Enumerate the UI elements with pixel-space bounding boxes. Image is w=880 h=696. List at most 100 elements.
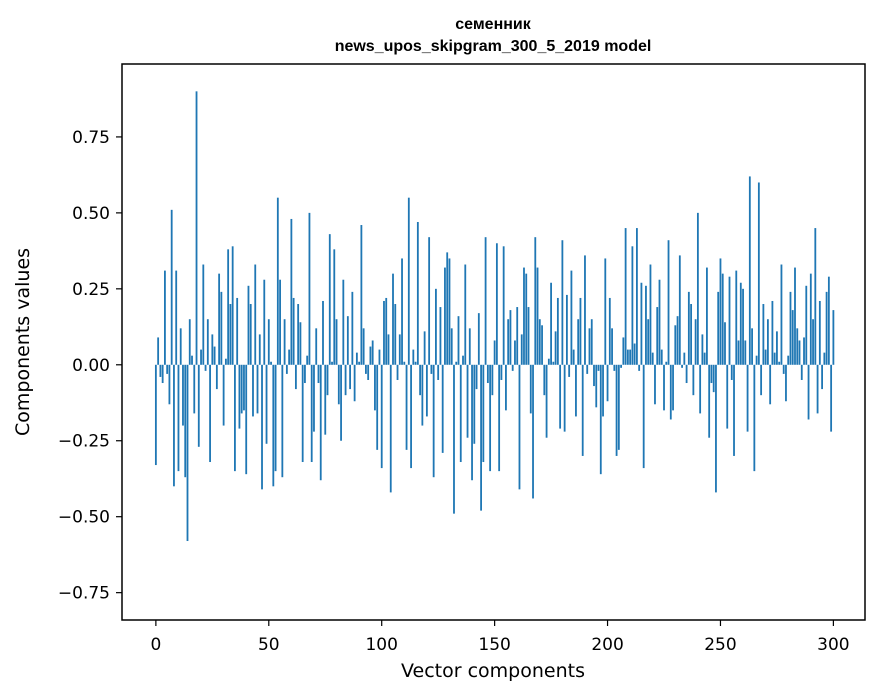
chart-title: семенник bbox=[455, 16, 531, 33]
bar-167 bbox=[532, 364, 534, 499]
bar-285 bbox=[798, 340, 801, 365]
bar-97 bbox=[374, 364, 376, 411]
bar-54 bbox=[276, 197, 279, 365]
bar-140 bbox=[471, 364, 473, 481]
bar-189 bbox=[581, 364, 584, 456]
bar-152 bbox=[498, 364, 501, 472]
bar-165 bbox=[527, 307, 530, 365]
bar-58 bbox=[285, 364, 288, 374]
bar-50 bbox=[267, 319, 270, 365]
bar-159 bbox=[514, 340, 516, 365]
bar-33 bbox=[229, 304, 232, 365]
bar-88 bbox=[353, 364, 356, 402]
bar-250 bbox=[719, 258, 722, 365]
bar-185 bbox=[572, 349, 575, 365]
bar-139 bbox=[468, 328, 471, 365]
bar-245 bbox=[708, 364, 711, 438]
y-tick-label-6: 0.75 bbox=[72, 128, 110, 148]
bar-269 bbox=[762, 304, 765, 365]
bar-222 bbox=[656, 307, 659, 365]
bar-75 bbox=[324, 364, 327, 435]
x-tick-label-100: 100 bbox=[365, 635, 397, 655]
bar-243 bbox=[703, 352, 706, 365]
bar-247 bbox=[712, 364, 715, 393]
bar-93 bbox=[365, 364, 367, 374]
bar-72 bbox=[317, 364, 320, 384]
bar-62 bbox=[294, 364, 297, 390]
bar-208 bbox=[624, 228, 627, 365]
bar-95 bbox=[369, 346, 372, 365]
bar-218 bbox=[647, 319, 650, 365]
bar-132 bbox=[453, 364, 455, 514]
bar-149 bbox=[491, 364, 494, 396]
bar-155 bbox=[505, 364, 507, 411]
bar-162 bbox=[520, 334, 523, 365]
bar-220 bbox=[651, 352, 654, 365]
bar-87 bbox=[351, 291, 354, 365]
bar-190 bbox=[584, 255, 586, 365]
bar-110 bbox=[403, 361, 406, 365]
bar-25 bbox=[211, 334, 214, 365]
bar-0 bbox=[154, 364, 157, 466]
bar-91 bbox=[360, 225, 363, 365]
bar-264 bbox=[751, 328, 753, 365]
bar-210 bbox=[629, 349, 632, 365]
bar-60 bbox=[290, 218, 293, 365]
bar-231 bbox=[676, 316, 679, 365]
bar-63 bbox=[297, 304, 300, 365]
bar-56 bbox=[281, 364, 284, 478]
bar-52 bbox=[272, 364, 275, 487]
bar-176 bbox=[552, 361, 555, 365]
bar-153 bbox=[500, 364, 503, 380]
bar-127 bbox=[441, 364, 444, 453]
bar-284 bbox=[796, 328, 799, 365]
bar-76 bbox=[326, 364, 329, 396]
bar-15 bbox=[188, 319, 191, 365]
bar-121 bbox=[428, 237, 431, 365]
bar-108 bbox=[398, 334, 401, 365]
bar-283 bbox=[794, 267, 796, 365]
bar-38 bbox=[240, 364, 243, 414]
bar-172 bbox=[543, 364, 546, 396]
bar-234 bbox=[683, 352, 686, 365]
y-tick-label-3: 0.00 bbox=[72, 356, 110, 376]
bar-103 bbox=[387, 334, 390, 365]
bar-16 bbox=[191, 355, 193, 365]
bar-258 bbox=[737, 340, 740, 365]
bar-183 bbox=[568, 364, 571, 377]
y-tick-label-2: −0.25 bbox=[58, 432, 110, 452]
bar-221 bbox=[654, 364, 656, 405]
bar-30 bbox=[222, 364, 225, 426]
bar-55 bbox=[279, 279, 281, 365]
bar-300 bbox=[832, 310, 835, 365]
bar-251 bbox=[721, 273, 724, 365]
bar-92 bbox=[362, 328, 365, 365]
bar-294 bbox=[818, 300, 821, 365]
bar-113 bbox=[410, 364, 412, 469]
bar-224 bbox=[660, 349, 663, 365]
bar-83 bbox=[342, 279, 345, 365]
bar-118 bbox=[421, 364, 424, 426]
bar-242 bbox=[701, 334, 704, 365]
bar-142 bbox=[475, 364, 478, 390]
bar-65 bbox=[301, 364, 304, 463]
bar-225 bbox=[663, 364, 665, 411]
bar-170 bbox=[538, 319, 541, 365]
bar-292 bbox=[814, 228, 817, 365]
bar-69 bbox=[310, 364, 313, 463]
x-axis-ticks: 0 50 100 150 200 250 300 bbox=[150, 620, 850, 655]
bar-67 bbox=[306, 355, 309, 365]
bar-82 bbox=[340, 364, 342, 441]
bar-164 bbox=[525, 273, 528, 365]
bar-203 bbox=[613, 364, 616, 371]
bar-9 bbox=[175, 270, 178, 365]
bar-265 bbox=[753, 364, 756, 472]
bar-125 bbox=[437, 364, 440, 380]
bar-273 bbox=[771, 300, 774, 365]
bar-290 bbox=[809, 273, 812, 365]
bar-201 bbox=[608, 297, 611, 365]
bar-194 bbox=[593, 364, 595, 387]
bar-45 bbox=[256, 364, 259, 414]
bar-154 bbox=[502, 246, 505, 365]
bar-137 bbox=[464, 264, 467, 365]
